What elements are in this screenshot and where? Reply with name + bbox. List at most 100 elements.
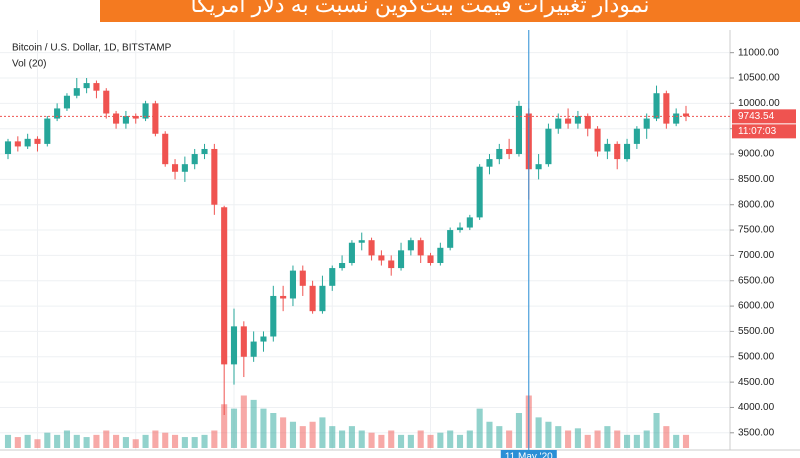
- volume-bar: [73, 434, 80, 448]
- volume-bar: [103, 430, 110, 448]
- y-tick-label: 5500.00: [738, 326, 775, 337]
- volume-bar: [289, 421, 297, 448]
- y-tick-label: 10000.00: [738, 98, 780, 109]
- y-tick-label: 6000.00: [738, 301, 775, 312]
- volume-bar: [545, 421, 552, 448]
- volume-bar: [142, 434, 149, 448]
- candle-body: [201, 148, 208, 155]
- volume-bar: [270, 413, 277, 448]
- volume-bar: [663, 426, 670, 448]
- volume-bar: [427, 434, 434, 448]
- y-tick-label: 5000.00: [738, 351, 775, 362]
- volume-bar: [34, 439, 41, 448]
- volume-bar: [653, 413, 660, 448]
- candle-body: [486, 159, 493, 167]
- volume-bar: [476, 408, 483, 448]
- candle-body: [358, 240, 365, 243]
- volume-bar: [388, 430, 395, 448]
- candle-body: [132, 116, 139, 119]
- y-tick-label: 10500.00: [738, 73, 780, 84]
- candle-body: [388, 260, 395, 269]
- volume-bar: [594, 430, 601, 448]
- x-tick-label: 11 May '20: [505, 452, 553, 458]
- volume-bar: [584, 434, 591, 448]
- candle-body: [339, 263, 346, 269]
- candle-body: [270, 295, 277, 337]
- volume-bar: [250, 399, 257, 448]
- candle-body: [407, 240, 414, 251]
- volume-bar: [456, 434, 464, 448]
- volume-bar: [299, 426, 306, 448]
- candle-body: [417, 240, 424, 256]
- candle-layer: [4, 78, 690, 416]
- candle-body: [221, 207, 228, 365]
- candle-body: [447, 230, 454, 248]
- volume-bar: [565, 430, 572, 448]
- candle-body: [309, 285, 316, 312]
- last-price-label: 9743.54: [738, 111, 775, 122]
- volume-bar: [191, 437, 198, 448]
- volume-bar: [201, 434, 208, 448]
- volume-bar: [673, 434, 680, 448]
- candle-body: [171, 164, 179, 172]
- title-banner: [100, 0, 800, 22]
- volume-bar: [230, 408, 238, 448]
- candle-body: [545, 128, 552, 165]
- volume-bar: [397, 434, 405, 448]
- candle-body: [93, 83, 100, 91]
- title: نمودار تغییرات قیمت بیت‌کوین نسبت به دلا…: [191, 0, 650, 18]
- candle-body: [250, 341, 257, 357]
- candle-body: [466, 217, 473, 228]
- candle-body: [280, 295, 287, 299]
- volume-bar: [623, 434, 631, 448]
- candle-body: [63, 95, 71, 109]
- candle-body: [230, 326, 238, 365]
- candle-body: [113, 113, 120, 124]
- volume-bar: [506, 430, 513, 448]
- candle-body: [643, 118, 650, 129]
- candle-body: [456, 227, 464, 231]
- volume-bar: [643, 430, 650, 448]
- volume-bar: [54, 434, 61, 448]
- candle-body: [604, 143, 611, 152]
- volume-label: Vol (20): [12, 59, 46, 70]
- volume-bar: [309, 421, 316, 448]
- volume-bar: [574, 428, 581, 448]
- volume-bar: [358, 430, 365, 448]
- candle-body: [555, 118, 562, 129]
- volume-bar: [319, 417, 326, 448]
- y-tick-label: 6500.00: [738, 275, 775, 286]
- volume-bar: [63, 430, 71, 448]
- candle-body: [653, 93, 660, 119]
- volume-bar: [260, 408, 267, 448]
- candle-body: [34, 138, 41, 144]
- y-tick-label: 4000.00: [738, 402, 775, 413]
- candle-body: [73, 88, 80, 96]
- candle-body: [623, 143, 631, 160]
- y-tick-label: 4500.00: [738, 377, 775, 388]
- candle-body: [162, 133, 169, 165]
- volume-bar: [44, 432, 51, 448]
- volume-bar: [407, 434, 414, 448]
- candle-body: [437, 247, 444, 264]
- volume-bar: [339, 430, 346, 448]
- volume-bar: [4, 434, 12, 448]
- candle-body: [4, 141, 12, 155]
- candle-body: [584, 116, 591, 129]
- candle-body: [614, 143, 621, 160]
- candle-body: [299, 270, 306, 286]
- volume-bar: [162, 432, 169, 448]
- candle-body: [211, 148, 218, 205]
- candle-body: [14, 141, 21, 147]
- countdown-label: 11:07:03: [738, 126, 777, 137]
- candle-body: [152, 103, 159, 134]
- volume-bar: [132, 439, 139, 448]
- volume-bar: [555, 426, 562, 448]
- y-tick-label: 7000.00: [738, 250, 775, 261]
- candle-body: [142, 103, 149, 119]
- volume-bar: [417, 430, 424, 448]
- volume-bar: [515, 413, 523, 448]
- candle-body: [535, 164, 542, 170]
